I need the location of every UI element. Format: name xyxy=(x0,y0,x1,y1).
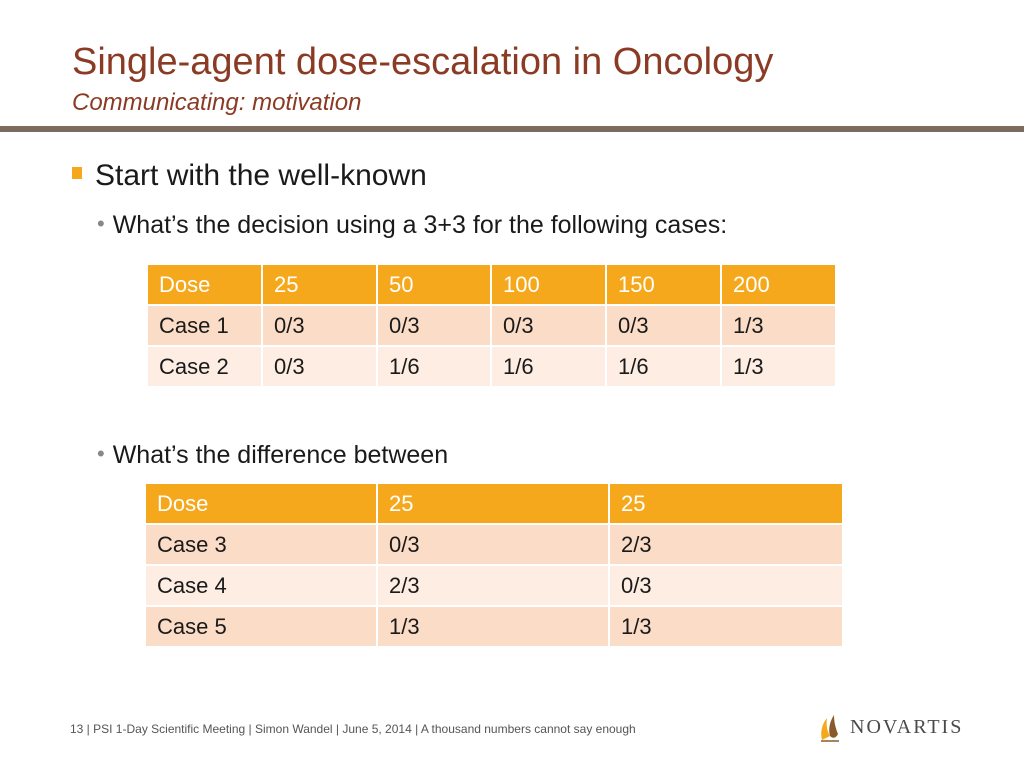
slide-footer: 13 | PSI 1-Day Scientific Meeting | Simo… xyxy=(70,722,636,736)
bullet-level1: Start with the well-known xyxy=(72,158,427,194)
header-cell: 25 xyxy=(261,263,378,306)
novartis-wordmark: NOVARTIS xyxy=(850,715,964,738)
table-header-row: Dose 25 25 xyxy=(144,482,844,525)
novartis-logo: NOVARTIS xyxy=(818,712,963,742)
slide-title: Single-agent dose-escalation in Oncology xyxy=(72,41,774,83)
table-row: Case 5 1/3 1/3 xyxy=(144,605,844,648)
bullet-sub-1-text: What’s the decision using a 3+3 for the … xyxy=(112,210,728,239)
header-cell: 25 xyxy=(376,482,610,525)
header-cell: 150 xyxy=(605,263,722,306)
table-cell: 1/6 xyxy=(605,345,722,388)
table-cell: Case 3 xyxy=(144,523,378,566)
table-cell: Case 1 xyxy=(146,304,263,347)
novartis-flame-icon xyxy=(821,715,839,742)
table-row: Case 3 0/3 2/3 xyxy=(144,523,844,566)
header-cell: 200 xyxy=(720,263,837,306)
table-cell: Case 4 xyxy=(144,564,378,607)
table-cell: 0/3 xyxy=(376,304,492,347)
table-case-comparison: Dose 25 25 Case 3 0/3 2/3 Case 4 2/3 0/3… xyxy=(144,482,844,648)
table-cell: 0/3 xyxy=(261,304,378,347)
table-cell: 1/6 xyxy=(376,345,492,388)
header-cell: 50 xyxy=(376,263,492,306)
bullet-sub-2: • What’s the difference between xyxy=(97,440,448,470)
header-cell: Dose xyxy=(144,482,378,525)
table-cell: 2/3 xyxy=(376,564,610,607)
table-row: Case 2 0/3 1/6 1/6 1/6 1/3 xyxy=(146,345,837,388)
table-cell: 0/3 xyxy=(376,523,610,566)
table-cell: Case 2 xyxy=(146,345,263,388)
table-cell: Case 5 xyxy=(144,605,378,648)
table-row: Case 1 0/3 0/3 0/3 0/3 1/3 xyxy=(146,304,837,347)
title-divider xyxy=(0,126,1024,132)
dot-bullet-icon: • xyxy=(97,211,105,236)
dot-bullet-icon: • xyxy=(97,441,105,466)
table-cell: 0/3 xyxy=(261,345,378,388)
table-cell: 1/3 xyxy=(720,304,837,347)
table-row: Case 4 2/3 0/3 xyxy=(144,564,844,607)
table-cell: 0/3 xyxy=(608,564,844,607)
table-cell: 1/3 xyxy=(608,605,844,648)
table-cell: 1/3 xyxy=(720,345,837,388)
table-cell: 1/6 xyxy=(490,345,607,388)
table-3plus3-cases: Dose 25 50 100 150 200 Case 1 0/3 0/3 0/… xyxy=(146,263,837,388)
bullet-level1-text: Start with the well-known xyxy=(95,159,427,192)
header-cell: 25 xyxy=(608,482,844,525)
table-cell: 0/3 xyxy=(490,304,607,347)
table-cell: 1/3 xyxy=(376,605,610,648)
bullet-sub-2-text: What’s the difference between xyxy=(112,440,449,469)
table-header-row: Dose 25 50 100 150 200 xyxy=(146,263,837,306)
square-bullet-icon xyxy=(72,167,82,179)
table-cell: 0/3 xyxy=(605,304,722,347)
bullet-sub-1: • What’s the decision using a 3+3 for th… xyxy=(97,210,727,240)
table-cell: 2/3 xyxy=(608,523,844,566)
slide-subtitle: Communicating: motivation xyxy=(72,89,362,116)
header-cell: Dose xyxy=(146,263,263,306)
header-cell: 100 xyxy=(490,263,607,306)
